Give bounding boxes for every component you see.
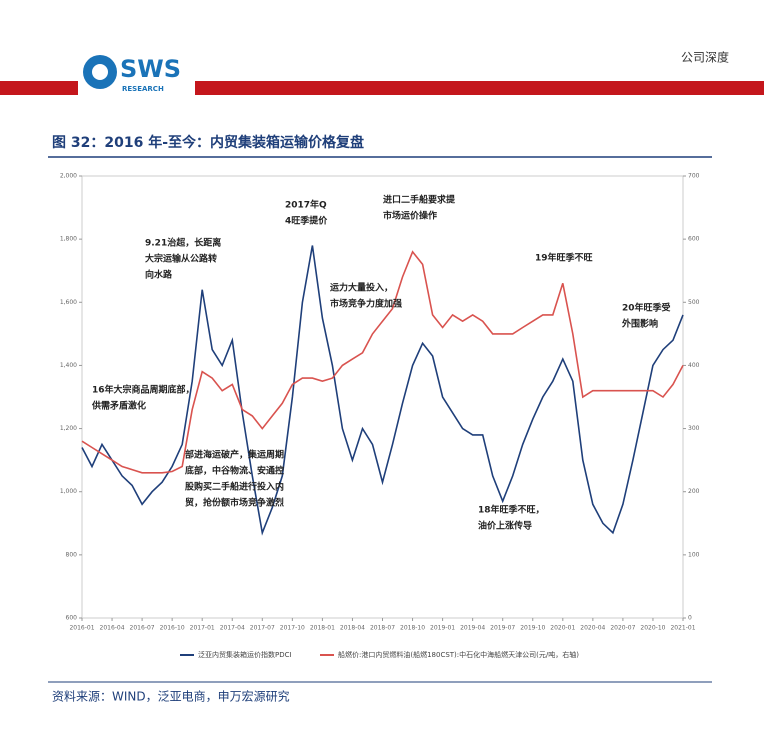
x-tick-label: 2018-10 [400,625,425,632]
header-bar [0,81,78,95]
annotation: 4旺季提价 [285,215,328,227]
annotation: 20年旺季受 [622,302,671,314]
annotation: 大宗运输从公路转 [145,253,217,265]
x-tick-label: 2021-01 [670,625,695,632]
x-tick-label: 2018-07 [370,625,395,632]
annotation: 市场竞争力度加强 [330,298,402,310]
y-tick-label: 1,400 [60,362,77,369]
figure-title: 图 32：2016 年-至今：内贸集装箱运输价格复盘 [52,134,364,151]
annotation: 市场运价操作 [383,210,437,222]
y-tick-label: 1,000 [60,488,77,495]
series-line [81,245,684,536]
x-tick-label: 2017-01 [190,625,215,632]
header-label: 公司深度 [681,50,729,65]
x-tick-label: 2019-07 [490,625,515,632]
annotation: 部进海运破产，集运周期 [185,449,284,461]
y-tick-label: 600 [688,236,700,243]
y-tick-label: 100 [688,551,700,558]
y-tick-label: 2,000 [60,173,77,180]
y-tick-label: 700 [688,173,700,180]
y-tick-label: 800 [66,551,78,558]
x-tick-label: 2020-01 [550,625,575,632]
y-tick-label: 400 [688,362,700,369]
x-tick-label: 2018-01 [310,625,335,632]
y-tick-label: 1,200 [60,425,77,432]
annotation: 运力大量投入， [330,282,393,294]
series-line [81,250,684,474]
x-tick-label: 2016-04 [100,625,125,632]
x-tick-label: 2018-04 [340,625,365,632]
chart: 600 800 1,000 1,200 1,400 1,600 1,800 2,000 0 100… [60,173,700,660]
annotation: 股购买二手船进行投入内 [185,481,284,493]
logo: SWS [120,55,181,83]
annotation: 贸，抢份额市场竞争激烈 [185,497,284,509]
y-tick-label: 500 [688,299,700,306]
y-tick-label: 200 [688,488,700,495]
y-tick-label: 600 [66,615,78,622]
x-tick-label: 2016-07 [130,625,155,632]
annotation: 2017年Q [285,199,327,211]
annotation: 外围影响 [621,318,658,330]
annotation: 向水路 [145,269,173,281]
x-tick-label: 2019-10 [520,625,545,632]
legend-label: 船燃价:港口内贸燃料油(船燃180CST):中石化中海船燃天津公司(元/吨，右轴… [338,650,579,659]
source: 资料来源：WIND，泛亚电商，申万宏源研究 [52,689,290,704]
x-tick-label: 2016-01 [69,625,94,632]
annotation: 19年旺季不旺 [535,252,593,264]
logo-mark [92,64,108,80]
x-tick-label: 2016-10 [160,625,185,632]
y-tick-label: 0 [688,615,692,622]
legend-label: 泛亚内贸集装箱运价指数PDCI [198,650,292,659]
annotation: 16年大宗商品周期底部， [92,384,195,396]
x-tick-label: 2020-10 [640,625,665,632]
x-tick-label: 2017-10 [280,625,305,632]
annotation: 油价上涨传导 [478,520,532,532]
logo-sub: RESEARCH [122,85,164,93]
annotation: 供需矛盾激化 [91,400,146,412]
x-tick-label: 2019-04 [460,625,485,632]
annotation: 18年旺季不旺， [478,504,545,516]
y-tick-label: 1,600 [60,299,77,306]
annotation: 底部，中谷物流、安通控 [185,465,284,477]
y-tick-label: 300 [688,425,700,432]
x-tick-label: 2020-04 [580,625,605,632]
annotation: 9.21治超，长距离 [145,237,221,249]
x-tick-label: 2017-07 [250,625,275,632]
x-tick-label: 2020-07 [610,625,635,632]
x-tick-label: 2017-04 [220,625,245,632]
y-tick-label: 1,800 [60,236,77,243]
header-bar [195,81,764,95]
x-tick-label: 2019-01 [430,625,455,632]
annotation: 进口二手船要求提 [383,194,456,206]
